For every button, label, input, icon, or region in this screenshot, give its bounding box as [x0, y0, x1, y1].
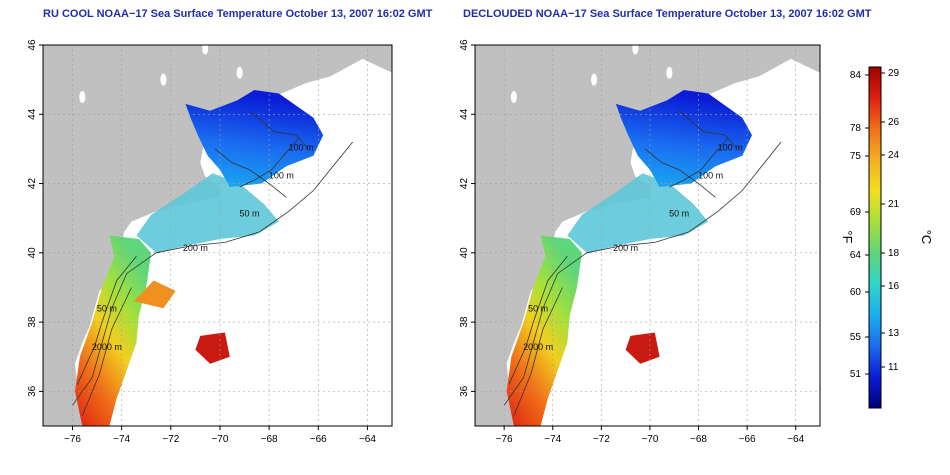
fahrenheit-tick-label: 60 — [850, 287, 862, 298]
fahrenheit-axis-label: °F — [840, 230, 855, 243]
x-tick-label: −74 — [544, 434, 561, 445]
contour-label: 100 m — [289, 143, 314, 153]
sst-cloud-edge-patch — [133, 280, 176, 309]
x-tick-label: −70 — [641, 434, 658, 445]
depth-contour — [239, 138, 299, 188]
x-tick-label: −76 — [64, 434, 81, 445]
depth-contour — [77, 256, 137, 385]
x-tick-label: −68 — [261, 434, 278, 445]
right-panel-title: DECLOUDED NOAA−17 Sea Surface Temperatur… — [463, 8, 872, 20]
y-tick-label: 44 — [459, 108, 470, 120]
sst-offshore-warm-patch — [195, 332, 230, 364]
celsius-axis-label: °C — [919, 230, 934, 245]
map-body — [43, 45, 392, 426]
sst-mid-waters — [567, 173, 709, 253]
depth-contour — [249, 110, 309, 150]
land-area — [475, 45, 820, 426]
x-tick-label: −68 — [690, 434, 707, 445]
y-tick-label: 38 — [27, 316, 38, 328]
fahrenheit-tick-label: 84 — [850, 70, 862, 81]
fahrenheit-tick-label: 55 — [850, 332, 862, 343]
map-body — [475, 45, 820, 426]
celsius-tick-label: 11 — [888, 362, 899, 373]
map-frame — [42, 44, 393, 427]
fahrenheit-tick-label: 64 — [850, 250, 862, 261]
depth-contour — [508, 256, 568, 385]
depth-contour — [214, 148, 287, 198]
y-tick-label: 44 — [27, 108, 38, 120]
x-tick-label: −72 — [593, 434, 610, 445]
lake — [202, 45, 209, 55]
contour-label: 200 m — [613, 243, 638, 253]
depth-contour — [513, 287, 563, 416]
contour-label: 100 m — [718, 143, 743, 153]
x-tick-label: −66 — [310, 434, 327, 445]
y-tick-label: 40 — [27, 247, 38, 259]
x-tick-label: −76 — [496, 434, 513, 445]
lake — [632, 45, 639, 55]
contour-label: 50 m — [97, 304, 117, 314]
sst-mid-waters — [136, 173, 279, 253]
lake — [591, 73, 598, 86]
land-area — [43, 45, 392, 426]
lake — [666, 66, 673, 79]
x-tick-label: −66 — [739, 434, 756, 445]
map-frame — [474, 44, 821, 427]
celsius-tick-label: 13 — [888, 328, 900, 339]
celsius-tick-label: 16 — [888, 281, 900, 292]
y-tick-label: 40 — [459, 247, 470, 259]
depth-contour — [503, 141, 782, 406]
celsius-tick-label: 21 — [888, 199, 900, 210]
contour-label: 100 m — [698, 170, 723, 180]
sst-shelf-warm-waters — [506, 235, 582, 426]
contour-label: 50 m — [239, 208, 259, 218]
contour-label: 2000 m — [92, 342, 122, 352]
contour-label: 200 m — [183, 243, 208, 253]
x-tick-label: −74 — [113, 434, 130, 445]
depth-contour — [644, 148, 716, 198]
x-tick-label: −70 — [211, 434, 228, 445]
celsius-tick-label: 26 — [888, 117, 900, 128]
depth-contour — [669, 138, 729, 188]
fahrenheit-tick-label: 69 — [850, 207, 862, 218]
lake — [160, 73, 167, 86]
x-tick-label: −64 — [787, 434, 804, 445]
right-map-panel: 200 m 2000 m 50 m 100 m 50 m 100 m −76 −74 −72 −7… — [459, 39, 821, 445]
y-tick-label: 42 — [459, 178, 470, 190]
celsius-tick-label: 24 — [888, 150, 900, 161]
contour-label: 50 m — [669, 208, 689, 218]
left-map-panel: 200 m 2000 m 50 m 100 m 50 m 100 m −76 −74 −72 −7… — [27, 39, 393, 445]
fahrenheit-tick-label: 75 — [850, 151, 862, 162]
depth-contour — [72, 141, 354, 406]
lake — [510, 90, 517, 103]
colorbar-strip — [868, 66, 882, 409]
sst-offshore-warm-patch — [625, 332, 660, 364]
contour-label: 100 m — [269, 170, 294, 180]
left-panel-title: RU COOL NOAA−17 Sea Surface Temperature … — [43, 8, 433, 20]
depth-contour — [81, 287, 132, 416]
fahrenheit-tick-label: 78 — [850, 123, 862, 134]
celsius-tick-label: 18 — [888, 248, 900, 259]
y-tick-label: 36 — [27, 385, 38, 397]
sst-shelf-warm-waters — [75, 235, 152, 426]
fahrenheit-tick-label: 51 — [850, 369, 862, 380]
y-tick-label: 36 — [459, 385, 470, 397]
y-tick-label: 46 — [27, 39, 38, 51]
celsius-tick-label: 29 — [888, 68, 900, 79]
temperature-colorbar: 84 78 75 69 64 60 55 51 29 26 24 21 18 16 13 11 °F °C — [840, 66, 934, 409]
x-tick-label: −72 — [162, 434, 179, 445]
x-tick-label: −64 — [359, 434, 376, 445]
lake — [236, 66, 243, 79]
y-tick-label: 42 — [27, 178, 38, 190]
contour-label: 50 m — [528, 304, 548, 314]
contour-label: 2000 m — [523, 342, 553, 352]
y-tick-label: 38 — [459, 316, 470, 328]
lake — [79, 90, 86, 103]
depth-contour — [678, 110, 738, 150]
y-tick-label: 46 — [459, 39, 470, 51]
